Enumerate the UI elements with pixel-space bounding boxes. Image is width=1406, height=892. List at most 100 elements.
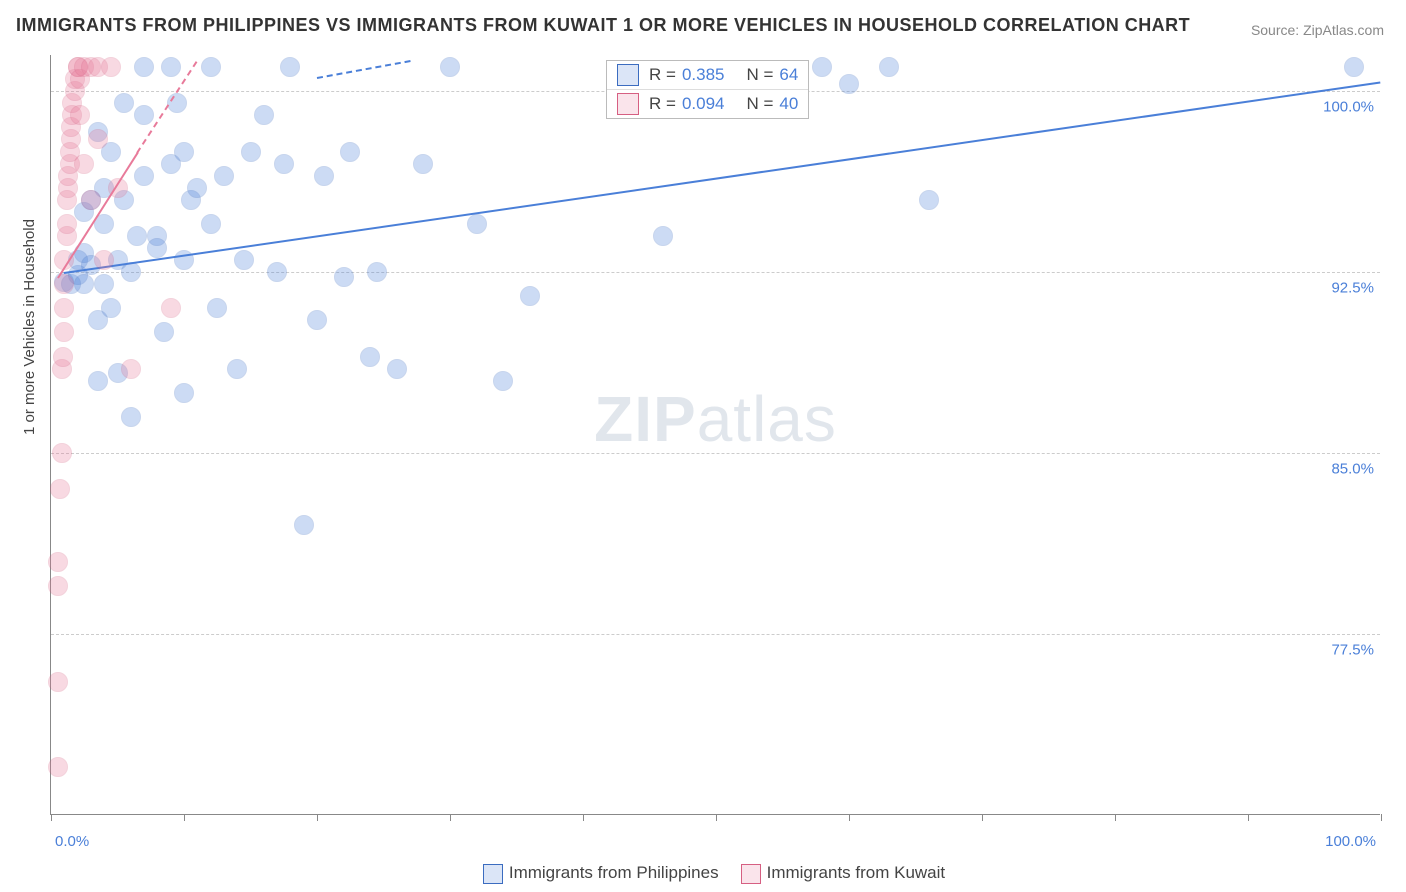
data-point — [367, 262, 387, 282]
x-tick — [317, 814, 318, 821]
correlation-legend: R = 0.385 N = 64 R = 0.094 N = 40 — [606, 60, 809, 119]
data-point — [254, 105, 274, 125]
x-max-label: 100.0% — [1325, 833, 1376, 850]
data-point — [360, 347, 380, 367]
data-point — [94, 274, 114, 294]
legend-r-value: 0.094 — [682, 94, 725, 114]
data-point — [294, 515, 314, 535]
legend-swatch — [741, 864, 761, 884]
x-tick — [716, 814, 717, 821]
data-point — [214, 166, 234, 186]
data-point — [48, 552, 68, 572]
legend-r-value: 0.385 — [682, 65, 725, 85]
gridline — [51, 453, 1380, 454]
y-tick-label: 92.5% — [1331, 280, 1374, 297]
data-point — [653, 226, 673, 246]
data-point — [201, 214, 221, 234]
data-point — [74, 274, 94, 294]
source-attribution: Source: ZipAtlas.com — [1251, 22, 1384, 38]
data-point — [413, 154, 433, 174]
data-point — [812, 57, 832, 77]
legend-row: R = 0.094 N = 40 — [607, 89, 808, 118]
gridline — [51, 272, 1380, 273]
data-point — [234, 250, 254, 270]
legend-r-label: R = — [649, 65, 676, 85]
y-tick-label: 100.0% — [1323, 99, 1374, 116]
data-point — [114, 93, 134, 113]
data-point — [207, 298, 227, 318]
data-point — [387, 359, 407, 379]
data-point — [161, 57, 181, 77]
data-point — [48, 672, 68, 692]
x-tick — [51, 814, 52, 821]
data-point — [334, 267, 354, 287]
legend-row: R =0.385N =64 — [607, 61, 808, 89]
data-point — [187, 178, 207, 198]
data-point — [94, 250, 114, 270]
data-point — [121, 359, 141, 379]
data-point — [161, 298, 181, 318]
data-point — [174, 383, 194, 403]
data-point — [839, 74, 859, 94]
x-tick — [982, 814, 983, 821]
x-tick — [1115, 814, 1116, 821]
data-point — [174, 142, 194, 162]
watermark-bold: ZIP — [594, 383, 697, 455]
data-point — [127, 226, 147, 246]
x-tick — [849, 814, 850, 821]
data-point — [74, 154, 94, 174]
data-point — [50, 479, 70, 499]
watermark: ZIPatlas — [594, 382, 837, 456]
data-point — [520, 286, 540, 306]
data-point — [201, 57, 221, 77]
gridline — [51, 634, 1380, 635]
legend-r-label: R = — [649, 94, 676, 114]
data-point — [467, 214, 487, 234]
data-point — [241, 142, 261, 162]
data-point — [340, 142, 360, 162]
data-point — [54, 298, 74, 318]
legend-swatch — [483, 864, 503, 884]
legend-swatch — [617, 64, 639, 86]
x-tick — [1381, 814, 1382, 821]
data-point — [493, 371, 513, 391]
data-point — [879, 57, 899, 77]
data-point — [267, 262, 287, 282]
data-point — [70, 105, 90, 125]
data-point — [274, 154, 294, 174]
legend-n-label: N = — [746, 94, 773, 114]
data-point — [88, 371, 108, 391]
data-point — [307, 310, 327, 330]
y-axis-title: 1 or more Vehicles in Household — [21, 219, 38, 435]
data-point — [134, 105, 154, 125]
data-point — [280, 57, 300, 77]
data-point — [227, 359, 247, 379]
data-point — [147, 238, 167, 258]
data-point — [53, 347, 73, 367]
data-point — [57, 214, 77, 234]
x-tick — [583, 814, 584, 821]
y-tick-label: 77.5% — [1331, 642, 1374, 659]
regression-overshoot — [317, 60, 410, 79]
data-point — [121, 407, 141, 427]
data-point — [134, 166, 154, 186]
watermark-light: atlas — [697, 383, 837, 455]
legend-n-value: 40 — [779, 94, 798, 114]
data-point — [48, 757, 68, 777]
data-point — [154, 322, 174, 342]
data-point — [52, 443, 72, 463]
x-tick — [450, 814, 451, 821]
chart-title: IMMIGRANTS FROM PHILIPPINES VS IMMIGRANT… — [16, 15, 1190, 36]
data-point — [314, 166, 334, 186]
data-point — [134, 57, 154, 77]
x-tick — [1248, 814, 1249, 821]
legend-n-value: 64 — [779, 65, 798, 85]
bottom-legend: Immigrants from PhilippinesImmigrants fr… — [0, 863, 1406, 884]
y-tick-label: 85.0% — [1331, 461, 1374, 478]
data-point — [48, 576, 68, 596]
data-point — [440, 57, 460, 77]
x-min-label: 0.0% — [55, 833, 89, 850]
data-point — [88, 129, 108, 149]
x-tick — [184, 814, 185, 821]
data-point — [101, 298, 121, 318]
